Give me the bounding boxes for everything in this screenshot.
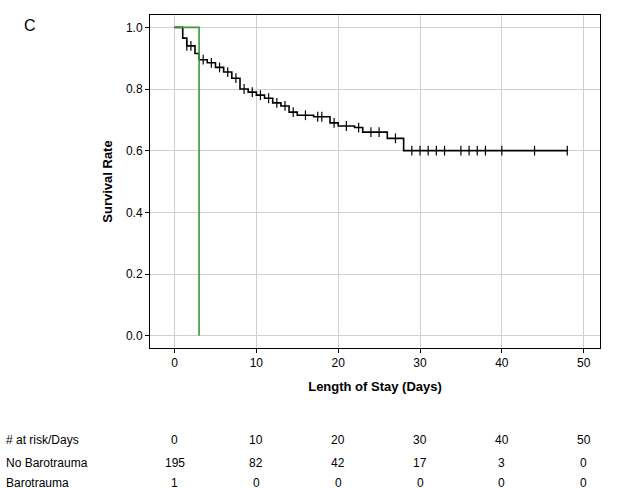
svg-text:0.0: 0.0 <box>126 329 143 343</box>
svg-text:Length of Stay (Days): Length of Stay (Days) <box>308 379 442 394</box>
svg-text:0.8: 0.8 <box>126 82 143 96</box>
svg-text:50: 50 <box>577 356 591 370</box>
svg-text:17: 17 <box>413 456 427 470</box>
svg-text:1: 1 <box>171 476 178 488</box>
svg-text:195: 195 <box>165 456 185 470</box>
svg-text:0.2: 0.2 <box>126 267 143 281</box>
svg-text:10: 10 <box>250 356 264 370</box>
svg-text:0.6: 0.6 <box>126 144 143 158</box>
svg-text:40: 40 <box>495 433 509 447</box>
svg-text:40: 40 <box>495 356 509 370</box>
svg-text:# at risk/Days: # at risk/Days <box>6 433 79 447</box>
svg-text:0: 0 <box>171 356 178 370</box>
svg-text:0: 0 <box>171 433 178 447</box>
svg-text:1.0: 1.0 <box>126 21 143 35</box>
svg-text:0: 0 <box>498 476 505 488</box>
svg-text:50: 50 <box>577 433 591 447</box>
svg-text:10: 10 <box>249 433 263 447</box>
svg-text:3: 3 <box>498 456 505 470</box>
svg-text:0: 0 <box>417 476 424 488</box>
svg-text:C: C <box>24 17 36 34</box>
svg-text:20: 20 <box>332 356 346 370</box>
svg-text:0: 0 <box>253 476 260 488</box>
svg-text:20: 20 <box>331 433 345 447</box>
svg-text:Barotrauma: Barotrauma <box>6 476 69 488</box>
svg-text:82: 82 <box>249 456 263 470</box>
svg-text:Survival Rate: Survival Rate <box>100 140 115 222</box>
svg-text:30: 30 <box>413 356 427 370</box>
svg-text:0.4: 0.4 <box>126 206 143 220</box>
svg-text:30: 30 <box>413 433 427 447</box>
svg-text:42: 42 <box>331 456 345 470</box>
svg-text:No Barotrauma: No Barotrauma <box>6 456 88 470</box>
svg-text:0: 0 <box>335 476 342 488</box>
svg-text:0: 0 <box>580 476 587 488</box>
svg-text:0: 0 <box>580 456 587 470</box>
